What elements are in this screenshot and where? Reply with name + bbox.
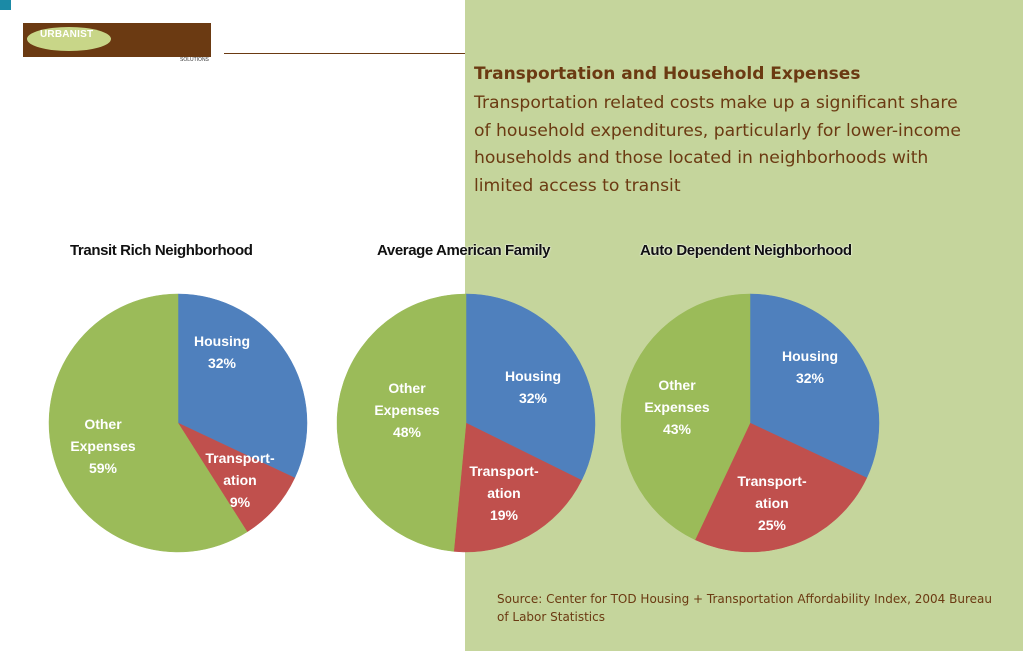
pie-label-transportation: Transport-ation 19%	[469, 463, 539, 523]
pie-title-auto-dependent: Auto Dependent Neighborhood	[640, 242, 852, 259]
pie-label-transportation: Transport-ation 9%	[205, 450, 275, 510]
pie-slice-transportation	[694, 422, 868, 553]
pie-slice-transportation	[453, 422, 582, 553]
pie-title-average-family: Average American Family	[377, 242, 551, 259]
pie-label-transportation: Transport-ation 25%	[737, 473, 807, 533]
pie-slice-housing	[177, 293, 308, 479]
source-note: Source: Center for TOD Housing + Transpo…	[497, 592, 992, 624]
pie-slice-other-expenses	[620, 293, 751, 541]
urbanist-logo: URBANIST	[23, 23, 211, 57]
pie-slice-other-expenses	[48, 293, 248, 553]
logo-name: URBANIST	[40, 29, 94, 40]
pie-slice-housing	[749, 293, 880, 479]
pie-label-housing: Housing 32%	[505, 368, 561, 406]
pie-slice-other-expenses	[336, 293, 467, 552]
slide-body: Transportation related costs make up a s…	[474, 93, 961, 196]
pie-label-other-expenses: Other Expenses 48%	[374, 380, 440, 440]
slide-heading: Transportation and Household Expenses	[474, 64, 861, 84]
pie-title-transit-rich: Transit Rich Neighborhood	[70, 242, 253, 259]
logo-oval	[27, 27, 111, 51]
pie-label-other-expenses: Other Expenses 59%	[70, 416, 136, 476]
corner-accent	[0, 0, 11, 10]
pie-label-housing: Housing 32%	[194, 333, 250, 371]
logo-sub: SOLUTIONS	[180, 57, 209, 63]
pie-label-other-expenses: Other Expenses 43%	[644, 377, 710, 437]
header-rule	[224, 53, 465, 54]
pie-label-housing: Housing 32%	[782, 348, 838, 386]
pie-slice-housing	[465, 293, 596, 481]
